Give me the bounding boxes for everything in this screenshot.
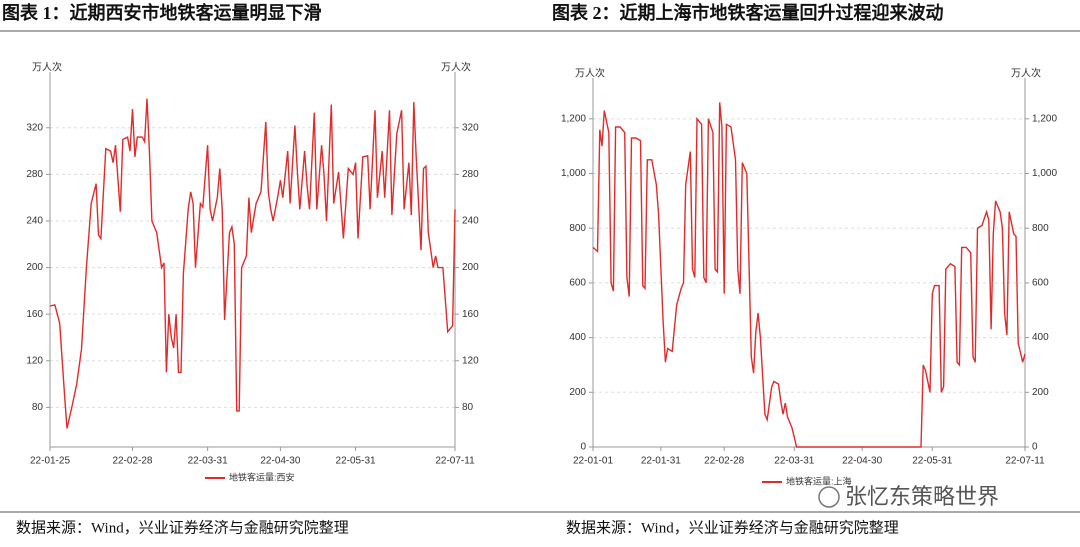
y2-tick-label: 400	[1032, 332, 1049, 343]
chart-title: 图表 2：近期上海市地铁客运量回升过程迎来波动	[552, 2, 944, 23]
x-tick-label: 22-01-25	[30, 456, 70, 467]
x-tick-label: 22-03-31	[188, 456, 228, 467]
source-note: 数据来源：Wind，兴业证券经济与金融研究院整理	[566, 518, 899, 536]
y2-tick-label: 200	[1032, 387, 1049, 398]
legend-label: 地铁客运量:上海	[786, 475, 852, 486]
chart-title: 图表 1：近期西安市地铁客运量明显下滑	[2, 2, 322, 23]
x-tick-label: 22-04-30	[260, 456, 300, 467]
y2-axis-unit: 万人次	[441, 61, 471, 74]
y2-axis-unit: 万人次	[1011, 67, 1041, 80]
y-tick-label: 120	[26, 355, 43, 366]
x-tick-label: 22-07-11	[435, 456, 475, 467]
y2-tick-label: 160	[462, 309, 479, 320]
data-line	[592, 102, 1026, 448]
x-tick-label: 22-05-31	[912, 456, 952, 467]
y-tick-label: 1,000	[561, 168, 586, 179]
watermark-icon	[818, 486, 840, 508]
y2-tick-label: 800	[1032, 223, 1049, 234]
y-axis-unit: 万人次	[32, 61, 62, 74]
y-tick-label: 240	[26, 216, 43, 227]
y-tick-label: 1,200	[561, 113, 586, 124]
x-tick-label: 22-01-01	[573, 456, 613, 467]
x-tick-label: 22-04-30	[842, 456, 882, 467]
y-axis-unit: 万人次	[575, 67, 605, 80]
watermark: 张忆东策略世界	[845, 484, 999, 509]
legend-label: 地铁客运量:西安	[229, 471, 295, 482]
x-tick-label: 22-03-31	[774, 456, 814, 467]
y-tick-label: 0	[580, 442, 586, 453]
y-tick-label: 280	[26, 169, 43, 180]
y2-tick-label: 200	[462, 262, 479, 273]
y2-tick-label: 240	[462, 216, 479, 227]
x-tick-label: 22-02-28	[112, 456, 152, 467]
y2-tick-label: 0	[1032, 442, 1038, 453]
y2-tick-label: 320	[462, 122, 479, 133]
y-tick-label: 160	[26, 309, 43, 320]
data-line	[49, 98, 456, 429]
y2-tick-label: 80	[462, 402, 474, 413]
y2-tick-label: 1,200	[1032, 113, 1057, 124]
y2-tick-label: 600	[1032, 278, 1049, 289]
x-tick-label: 22-07-11	[1005, 456, 1045, 467]
y-tick-label: 200	[569, 387, 586, 398]
y-tick-label: 200	[26, 262, 43, 273]
y-tick-label: 320	[26, 122, 43, 133]
y2-tick-label: 1,000	[1032, 168, 1057, 179]
y-tick-label: 800	[569, 223, 586, 234]
y2-tick-label: 120	[462, 355, 479, 366]
y2-tick-label: 280	[462, 169, 479, 180]
x-tick-label: 22-02-28	[704, 456, 744, 467]
x-tick-label: 22-01-31	[641, 456, 681, 467]
y-tick-label: 400	[569, 332, 586, 343]
y-tick-label: 80	[32, 402, 44, 413]
y-tick-label: 600	[569, 278, 586, 289]
source-note: 数据来源：Wind，兴业证券经济与金融研究院整理	[16, 518, 349, 536]
x-tick-label: 22-05-31	[336, 456, 376, 467]
